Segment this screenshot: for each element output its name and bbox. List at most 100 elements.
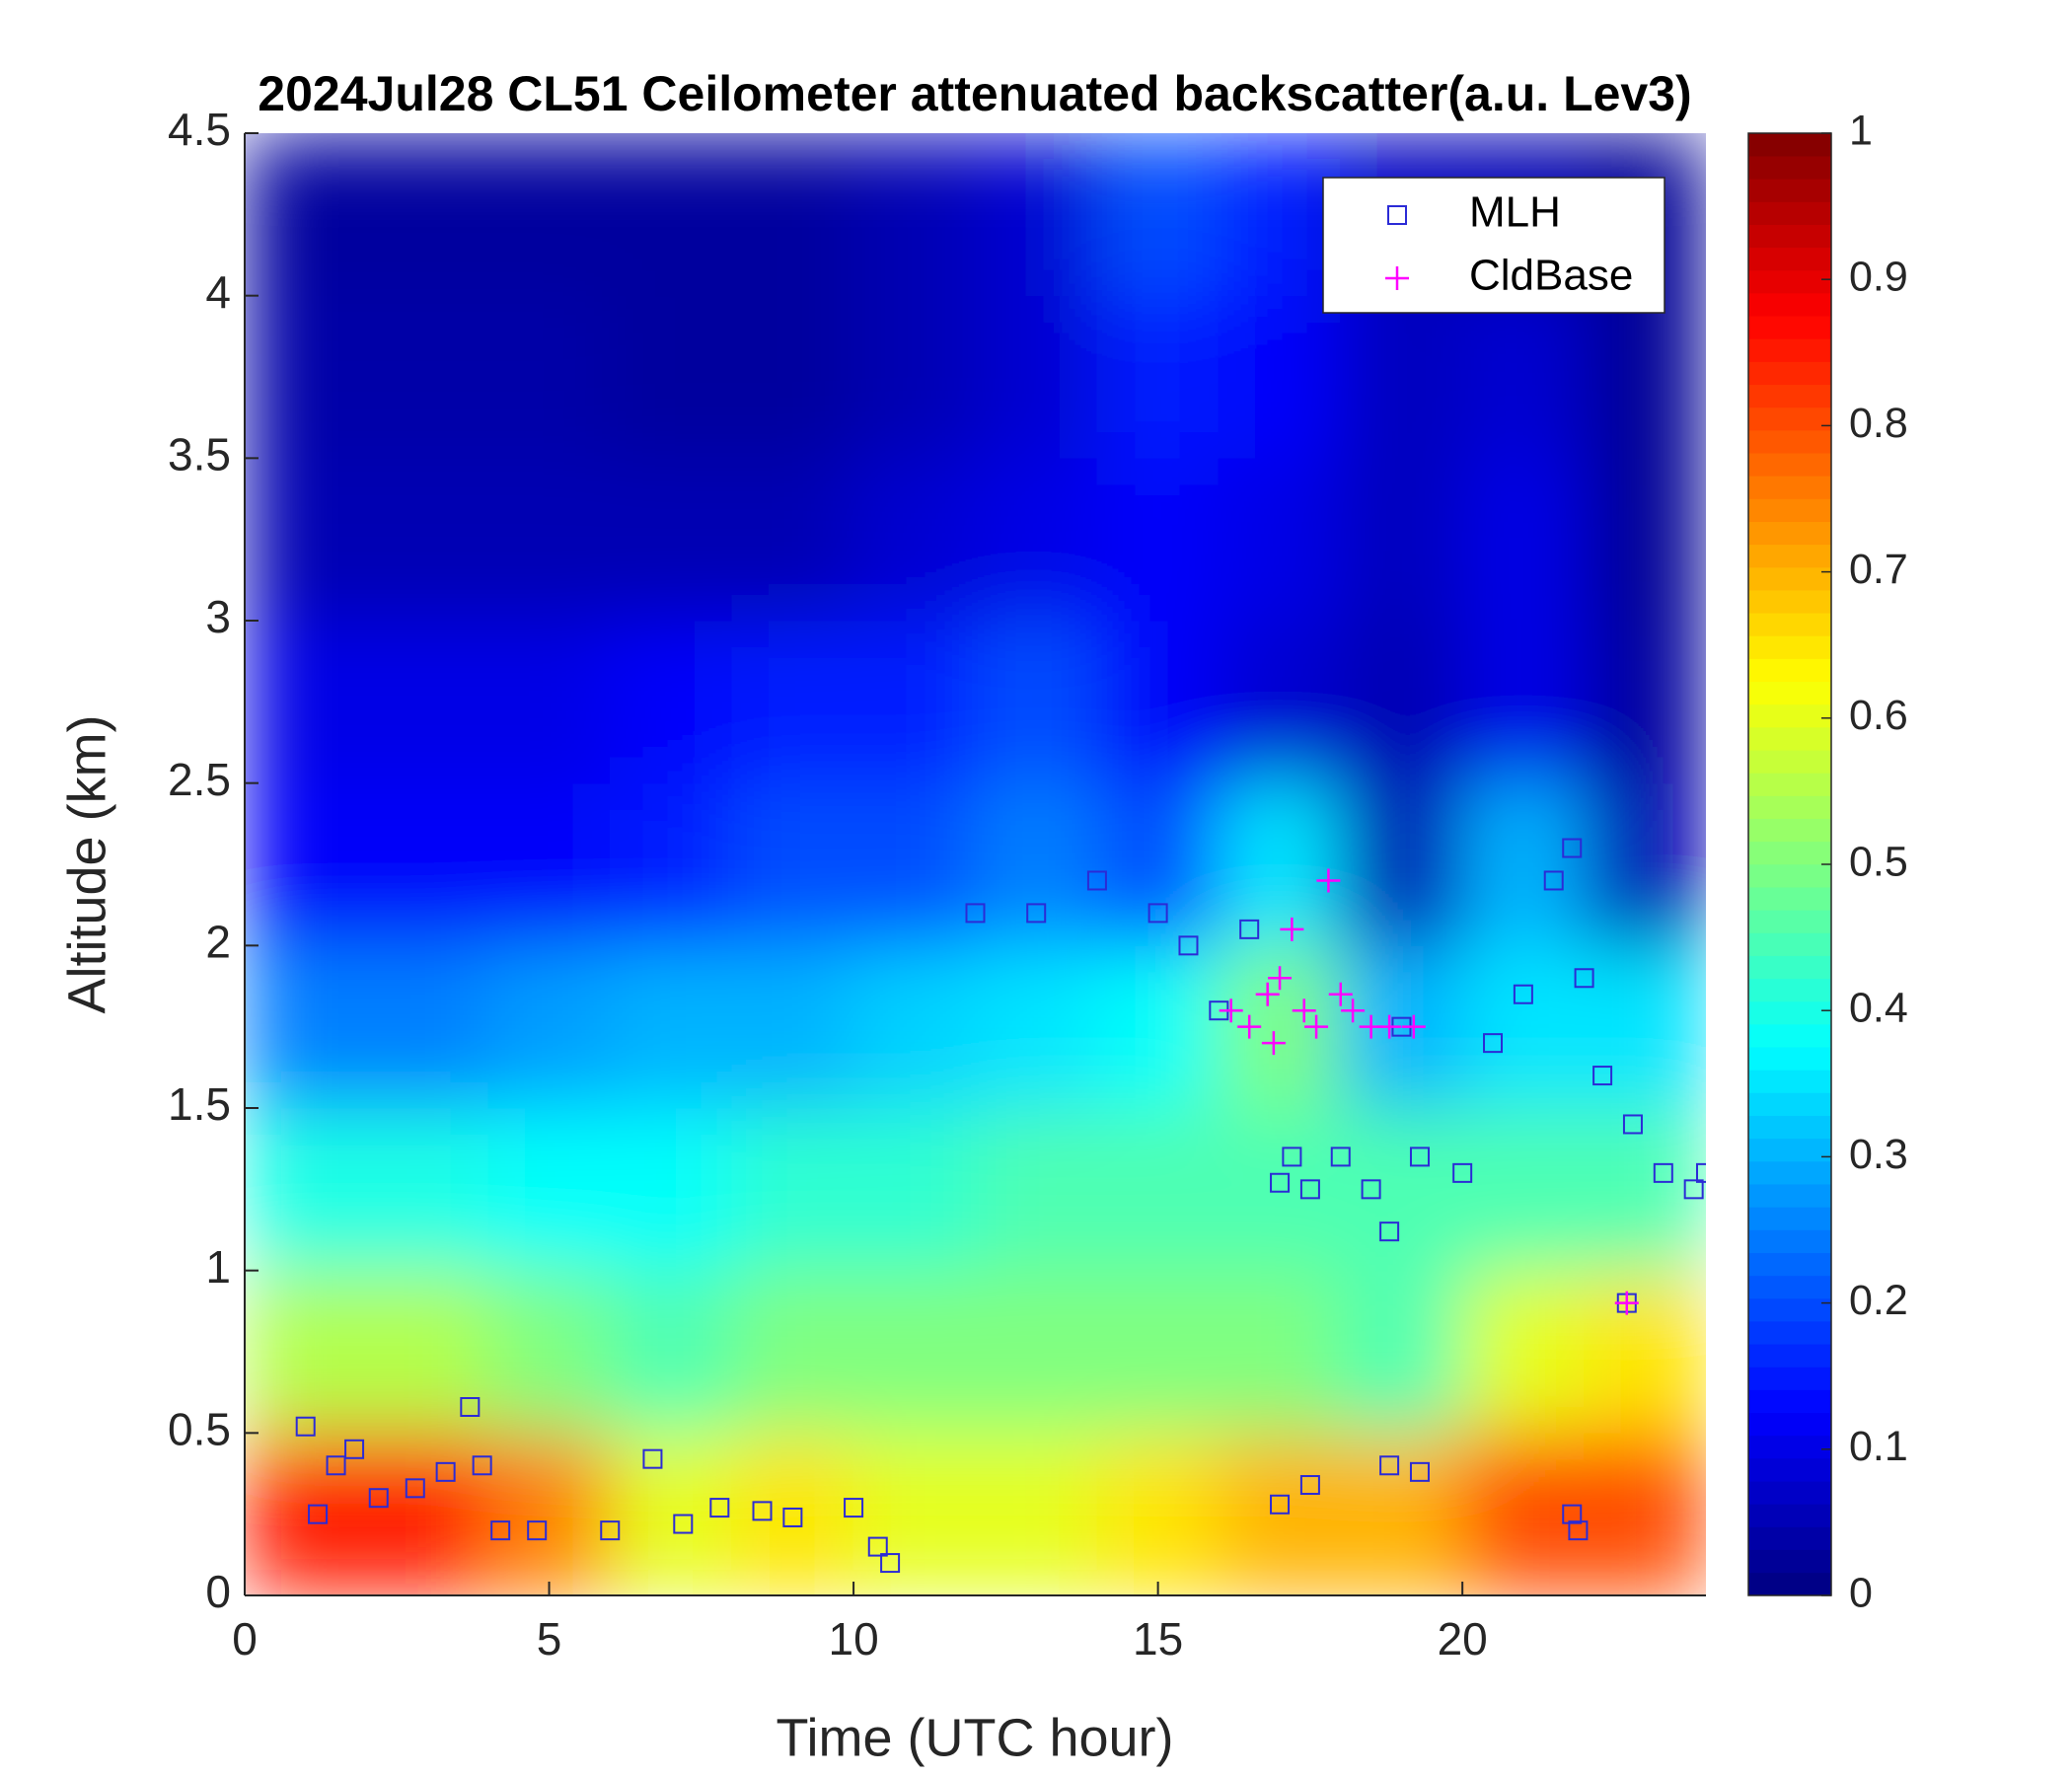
colorbar-tick-label: 0.8 bbox=[1849, 400, 1908, 447]
colorbar-tick-label: 0 bbox=[1849, 1569, 1873, 1616]
heat-cell bbox=[975, 133, 1098, 297]
colorbar-swatch bbox=[1748, 612, 1831, 636]
cldbase-marker bbox=[1328, 982, 1353, 1006]
mlh-marker bbox=[435, 1461, 456, 1482]
cldbase-marker bbox=[1341, 999, 1366, 1023]
mlh-marker bbox=[642, 1448, 663, 1469]
y-tick-label: 1 bbox=[205, 1241, 231, 1293]
heat-cell bbox=[731, 782, 854, 946]
colorbar-tick-label: 0.4 bbox=[1849, 985, 1908, 1032]
colorbar-swatch bbox=[1748, 224, 1831, 249]
colorbar-swatch bbox=[1748, 1367, 1831, 1390]
cldbase-marker bbox=[1261, 1031, 1286, 1056]
colorbar-swatch bbox=[1748, 384, 1831, 408]
colorbar-swatch bbox=[1748, 1138, 1831, 1162]
heat-cell bbox=[1461, 295, 1586, 459]
mlh-marker bbox=[1543, 870, 1564, 891]
y-axis-label: Altitude (km) bbox=[57, 714, 116, 1013]
colorbar-swatch bbox=[1748, 407, 1831, 431]
colorbar-tick-label: 0.6 bbox=[1849, 692, 1908, 739]
colorbar-swatch bbox=[1748, 1092, 1831, 1117]
colorbar-swatch bbox=[1748, 886, 1831, 911]
heat-cell bbox=[245, 1432, 367, 1595]
heat-cell bbox=[1584, 620, 1706, 784]
heat-cell bbox=[731, 1270, 854, 1434]
heat-cell bbox=[245, 133, 367, 297]
colorbar-swatch bbox=[1748, 1070, 1831, 1093]
colorbar-tick-label: 0.2 bbox=[1849, 1277, 1908, 1324]
heat-cell bbox=[1096, 620, 1220, 784]
heat-cell bbox=[1096, 295, 1220, 459]
heat-cell bbox=[1218, 295, 1342, 459]
colorbar-swatch bbox=[1748, 932, 1831, 956]
heat-cell bbox=[852, 295, 976, 459]
heat-cell bbox=[1340, 1270, 1463, 1434]
heat-cell bbox=[365, 782, 489, 946]
heat-cell bbox=[1340, 295, 1463, 459]
legend-box bbox=[1322, 177, 1665, 314]
heat-cell bbox=[1340, 782, 1463, 946]
mlh-marker bbox=[1409, 1461, 1430, 1482]
heat-cell bbox=[1461, 620, 1586, 784]
heat-cell bbox=[1096, 944, 1220, 1109]
mlh-marker bbox=[1562, 1504, 1583, 1524]
heat-cell bbox=[609, 1270, 733, 1434]
heat-cell bbox=[852, 782, 976, 946]
heat-cell bbox=[365, 1270, 489, 1434]
cldbase-marker bbox=[1292, 999, 1316, 1023]
colorbar-swatch bbox=[1748, 476, 1831, 499]
x-tick-label: 10 bbox=[828, 1613, 878, 1665]
heat-cell bbox=[609, 782, 733, 946]
colorbar-tick-label: 0.9 bbox=[1849, 254, 1908, 301]
mlh-marker bbox=[752, 1501, 773, 1521]
heat-cell bbox=[365, 1107, 489, 1272]
cldbase-marker bbox=[1614, 1291, 1639, 1315]
heat-cell bbox=[975, 944, 1098, 1109]
colorbar-swatch bbox=[1748, 1252, 1831, 1277]
heat-cell bbox=[1096, 457, 1220, 622]
colorbar-swatch bbox=[1748, 1000, 1831, 1025]
colorbar-swatch bbox=[1748, 1115, 1831, 1140]
heat-cell bbox=[1218, 620, 1342, 784]
mlh-marker bbox=[527, 1520, 548, 1541]
heat-cell bbox=[731, 1432, 854, 1595]
mlh-marker bbox=[1270, 1172, 1291, 1193]
colorbar-swatch bbox=[1748, 978, 1831, 1002]
colorbar-swatch bbox=[1748, 338, 1831, 362]
colorbar-swatch bbox=[1748, 1389, 1831, 1414]
colorbar-tick-label: 0.1 bbox=[1849, 1423, 1908, 1470]
heat-cell bbox=[1096, 782, 1220, 946]
y-tick-label: 1.5 bbox=[168, 1078, 231, 1130]
colorbar-swatch bbox=[1748, 1435, 1831, 1459]
heat-cell bbox=[487, 1432, 611, 1595]
heat-cell bbox=[609, 1432, 733, 1595]
mlh-marker bbox=[460, 1396, 481, 1417]
heat-cell bbox=[975, 295, 1098, 459]
x-axis-label: Time (UTC hour) bbox=[776, 1708, 1173, 1767]
mlh-marker bbox=[1409, 1147, 1430, 1167]
heat-cell bbox=[1461, 782, 1586, 946]
colorbar-swatch bbox=[1748, 773, 1831, 796]
heat-cell bbox=[1096, 1432, 1220, 1595]
colorbar-swatch bbox=[1748, 1457, 1831, 1482]
mlh-marker bbox=[965, 903, 986, 924]
colorbar-swatch bbox=[1748, 1343, 1831, 1368]
mlh-marker bbox=[1330, 1147, 1351, 1167]
mlh-marker bbox=[1562, 838, 1583, 858]
mlh-marker bbox=[295, 1416, 316, 1437]
heat-cell bbox=[1218, 457, 1342, 622]
cldbase-marker bbox=[1280, 917, 1304, 941]
heat-cell bbox=[245, 620, 367, 784]
cldbase-marker bbox=[1237, 1014, 1262, 1039]
heat-cell bbox=[852, 944, 976, 1109]
x-tick-label: 5 bbox=[537, 1613, 562, 1665]
heat-cell bbox=[365, 133, 489, 297]
heat-cell bbox=[975, 1432, 1098, 1595]
mlh-marker bbox=[1379, 1455, 1400, 1476]
x-tick-label: 15 bbox=[1133, 1613, 1183, 1665]
heat-cell bbox=[609, 620, 733, 784]
colorbar-swatch bbox=[1748, 361, 1831, 386]
colorbar-swatch bbox=[1748, 132, 1831, 157]
heat-cell bbox=[852, 457, 976, 622]
colorbar-swatch bbox=[1748, 1275, 1831, 1299]
